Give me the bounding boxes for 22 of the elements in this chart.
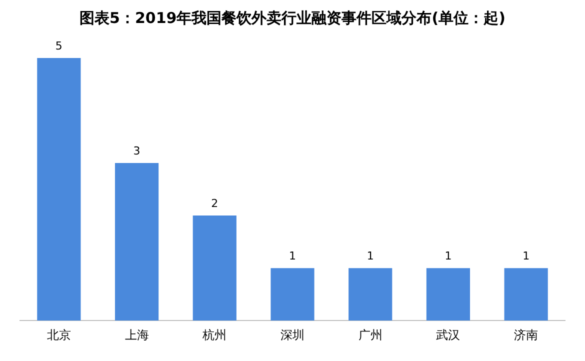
x-tick-label: 北京 bbox=[46, 328, 71, 342]
bar bbox=[37, 58, 81, 321]
x-tick-label: 上海 bbox=[124, 328, 149, 342]
data-label: 1 bbox=[522, 249, 530, 262]
bar bbox=[114, 163, 159, 321]
data-label: 3 bbox=[133, 144, 140, 158]
bar bbox=[504, 268, 548, 321]
x-tick-label: 深圳 bbox=[280, 328, 304, 342]
x-tick-label: 武汉 bbox=[436, 328, 460, 342]
data-label: 1 bbox=[444, 249, 452, 262]
data-label: 5 bbox=[55, 39, 62, 52]
chart-title: 图表5：2019年我国餐饮外卖行业融资事件区域分布(单位：起) bbox=[80, 8, 506, 27]
bar bbox=[270, 268, 314, 321]
bar bbox=[348, 268, 392, 321]
x-tick-label: 广州 bbox=[358, 328, 382, 342]
data-label: 1 bbox=[289, 249, 296, 262]
bar bbox=[426, 268, 470, 321]
data-label: 1 bbox=[366, 249, 374, 262]
x-tick-label: 济南 bbox=[514, 328, 538, 342]
data-label: 2 bbox=[211, 196, 218, 210]
bar bbox=[192, 216, 236, 321]
x-tick-label: 杭州 bbox=[202, 328, 227, 342]
